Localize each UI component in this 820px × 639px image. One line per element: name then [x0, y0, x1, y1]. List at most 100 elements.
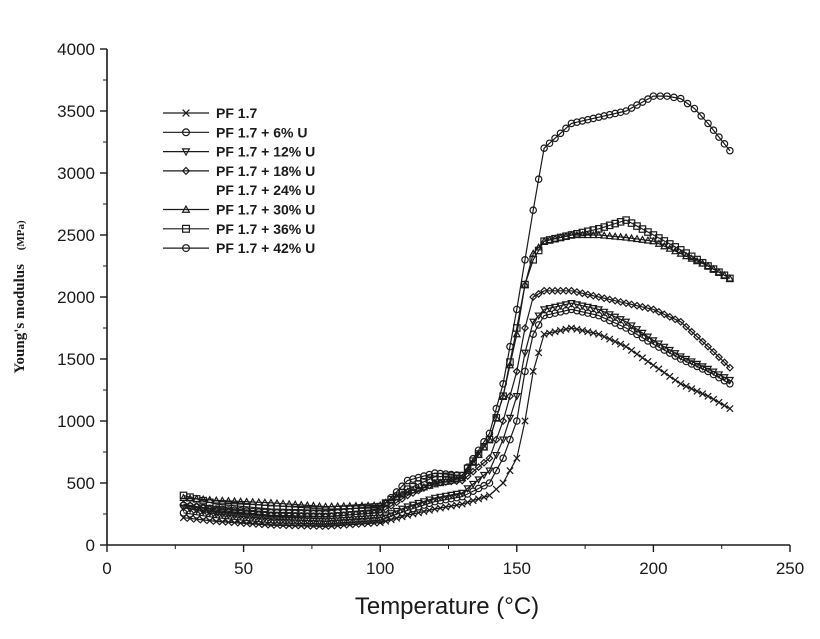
- data-point: [589, 305, 598, 313]
- data-point: [457, 473, 467, 482]
- data-point: [600, 333, 608, 341]
- data-point: [499, 454, 507, 463]
- data-point: [181, 148, 191, 157]
- data-point: [720, 374, 729, 382]
- data-point: [381, 499, 390, 508]
- data-point: [671, 246, 680, 255]
- data-point: [690, 104, 699, 113]
- data-point: [242, 508, 251, 518]
- y-tick-label: 1500: [57, 350, 95, 369]
- legend-item: PF 1.7 + 30% U: [163, 202, 315, 218]
- data-point: [600, 294, 609, 303]
- data-point: [425, 475, 434, 484]
- data-point: [594, 113, 603, 122]
- data-point: [621, 233, 631, 241]
- data-point: [572, 287, 581, 297]
- data-point: [545, 236, 554, 244]
- data-point: [697, 112, 706, 120]
- data-point: [583, 303, 593, 312]
- y-tick-label: 0: [86, 536, 95, 555]
- data-point: [492, 485, 500, 493]
- data-point: [726, 274, 734, 283]
- legend-item: PF 1.7 + 18% U: [163, 163, 315, 179]
- data-point: [567, 324, 576, 332]
- data-point: [290, 516, 300, 525]
- data-point: [529, 206, 537, 215]
- data-point: [436, 504, 444, 512]
- legend-label: PF 1.7 + 12% U: [216, 144, 315, 160]
- data-point: [660, 310, 669, 319]
- data-point: [485, 429, 494, 438]
- data-point: [627, 346, 636, 354]
- data-point: [698, 363, 707, 371]
- data-point: [550, 303, 560, 312]
- data-point: [693, 387, 701, 395]
- data-point: [726, 379, 734, 388]
- data-point: [616, 218, 625, 226]
- data-point: [290, 500, 300, 508]
- data-point: [327, 512, 336, 521]
- data-point: [520, 349, 530, 358]
- data-point: [321, 512, 330, 521]
- data-point: [182, 109, 190, 117]
- data-point: [692, 360, 702, 369]
- legend-item: PF 1.7 + 36% U: [163, 221, 315, 237]
- data-point: [654, 239, 664, 247]
- data-point: [627, 300, 636, 309]
- data-point: [611, 338, 619, 346]
- data-point: [638, 354, 647, 362]
- data-point: [499, 416, 508, 426]
- data-point: [272, 511, 282, 520]
- data-point: [681, 355, 691, 364]
- data-point: [709, 126, 718, 135]
- data-point: [485, 435, 494, 443]
- data-point: [182, 224, 191, 233]
- data-point: [521, 280, 529, 289]
- data-point: [567, 300, 576, 308]
- data-point: [498, 391, 508, 400]
- data-point: [551, 134, 559, 143]
- data-point: [550, 286, 560, 295]
- data-point: [309, 501, 318, 509]
- legend-label: PF 1.7 + 24% U: [216, 182, 315, 198]
- series-line: [183, 302, 731, 523]
- data-point: [600, 231, 609, 239]
- data-point: [479, 471, 489, 480]
- data-point: [369, 501, 379, 509]
- y-axis-label: Young's modulus (MPa): [12, 220, 28, 374]
- data-point: [492, 414, 501, 422]
- data-point: [192, 507, 201, 515]
- series-6: [179, 230, 735, 510]
- data-point: [638, 333, 647, 342]
- data-point: [562, 124, 570, 133]
- data-point: [512, 367, 521, 376]
- data-point: [616, 232, 625, 241]
- data-point: [409, 475, 417, 483]
- data-point: [506, 466, 514, 475]
- data-point: [632, 301, 642, 310]
- data-point: [452, 490, 461, 499]
- data-point: [621, 318, 631, 327]
- data-point: [683, 99, 692, 108]
- series-8: [179, 92, 734, 518]
- data-point: [693, 332, 702, 341]
- data-point: [561, 301, 571, 309]
- legend-item: PF 1.7 + 12% U: [163, 144, 315, 160]
- data-point: [414, 484, 423, 492]
- data-point: [182, 244, 191, 253]
- data-point: [539, 306, 549, 314]
- data-point: [638, 329, 647, 338]
- data-point: [545, 305, 554, 313]
- data-point: [611, 109, 619, 118]
- data-point: [720, 358, 729, 367]
- data-point: [654, 307, 663, 316]
- data-point: [403, 476, 412, 485]
- data-point: [414, 509, 423, 517]
- data-point: [297, 517, 306, 525]
- data-point: [182, 128, 191, 137]
- data-point: [309, 517, 318, 526]
- data-point: [309, 512, 318, 521]
- data-point: [492, 451, 501, 460]
- data-point: [520, 323, 530, 333]
- data-point: [315, 501, 324, 510]
